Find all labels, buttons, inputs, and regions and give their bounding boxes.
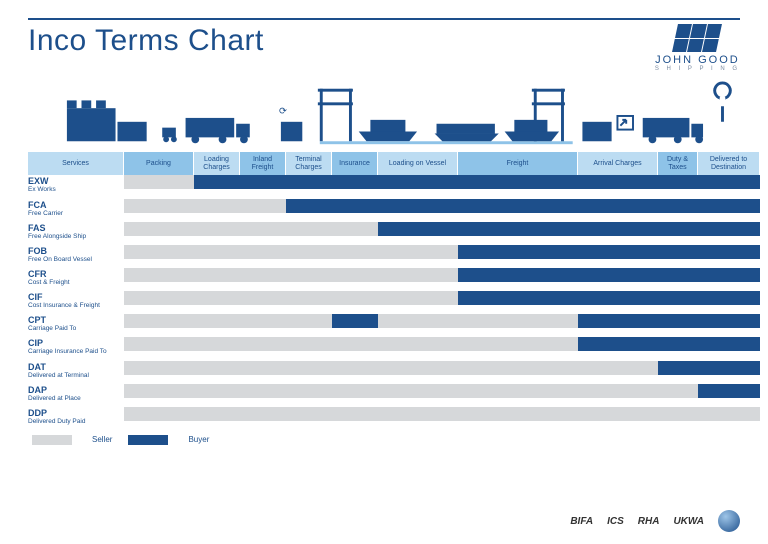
buyer-bar — [194, 175, 760, 189]
legend-seller-label: Seller — [92, 435, 112, 444]
page-title: Inco Terms Chart — [28, 24, 264, 58]
table-row: FCAFree Carrier — [28, 199, 740, 219]
supply-chain-illustration: ⟳ — [28, 78, 740, 152]
table-row: EXWEx Works — [28, 175, 740, 195]
table-row: CFRCost & Freight — [28, 268, 740, 288]
buyer-bar — [458, 268, 760, 282]
table-row: CPTCarriage Paid To — [28, 314, 740, 334]
flag-icon — [672, 24, 722, 52]
legend-seller-swatch — [32, 435, 72, 445]
row-label: CFRCost & Freight — [28, 268, 124, 288]
partner-logo: BIFA — [570, 516, 593, 527]
table-row: FOBFree On Board Vessel — [28, 245, 740, 265]
legend: Seller Buyer — [28, 435, 740, 445]
footer-logos: BIFA ICS RHA UKWA — [570, 510, 740, 532]
brand-sub: S H I P P I N G — [655, 66, 740, 72]
row-label: FCAFree Carrier — [28, 199, 124, 219]
legend-buyer-swatch — [128, 435, 168, 445]
bar-track — [124, 407, 760, 421]
column-header: Freight — [458, 152, 578, 175]
buyer-bar — [378, 222, 760, 236]
bar-track — [124, 199, 760, 213]
buyer-bar — [458, 245, 760, 259]
row-label: DATDelivered at Terminal — [28, 361, 124, 381]
table-row: CIPCarriage Insurance Paid To — [28, 337, 740, 357]
buyer-bar — [698, 384, 760, 398]
partner-logo: ICS — [607, 516, 624, 527]
partner-logo — [718, 510, 740, 532]
row-label: DAPDelivered at Place — [28, 384, 124, 404]
legend-buyer-label: Buyer — [188, 435, 209, 444]
bar-track — [124, 175, 760, 189]
column-header: Inland Freight — [240, 152, 286, 175]
column-header: Services — [28, 152, 124, 175]
partner-logo: RHA — [638, 516, 660, 527]
partner-logo: UKWA — [673, 516, 704, 527]
buyer-bar — [578, 314, 760, 328]
column-header: Delivered to Destination — [698, 152, 760, 175]
table-row: FASFree Alongside Ship — [28, 222, 740, 242]
bar-track — [124, 314, 760, 328]
brand-name: JOHN GOOD — [655, 54, 740, 66]
column-header: Arrival Charges — [578, 152, 658, 175]
buyer-bar — [286, 199, 760, 213]
bar-track — [124, 245, 760, 259]
bar-track — [124, 337, 760, 351]
svg-text:⟳: ⟳ — [279, 106, 288, 117]
column-header: Duty & Taxes — [658, 152, 698, 175]
row-label: CIFCost Insurance & Freight — [28, 291, 124, 311]
brand-logo: JOHN GOOD S H I P P I N G — [655, 24, 740, 72]
table-row: DATDelivered at Terminal — [28, 361, 740, 381]
row-label: FASFree Alongside Ship — [28, 222, 124, 242]
bar-track — [124, 291, 760, 305]
buyer-bar — [458, 291, 760, 305]
bar-track — [124, 222, 760, 236]
header: Inco Terms Chart JOHN GOOD S H I P P I N… — [28, 18, 740, 72]
table-row: DDPDelivered Duty Paid — [28, 407, 740, 427]
table-row: DAPDelivered at Place — [28, 384, 740, 404]
bar-track — [124, 384, 760, 398]
column-header: Loading Charges — [194, 152, 240, 175]
bar-track — [124, 361, 760, 375]
column-header: Packing — [124, 152, 194, 175]
buyer-overlay-segment — [332, 314, 378, 328]
column-header: Terminal Charges — [286, 152, 332, 175]
buyer-bar — [658, 361, 760, 375]
bar-track — [124, 268, 760, 282]
row-label: CPTCarriage Paid To — [28, 314, 124, 334]
column-header: Insurance — [332, 152, 378, 175]
chart-rows: EXWEx Works FCAFree Carrier FASFree Alongs… — [28, 175, 740, 427]
column-headers: ServicesPackingLoading ChargesInland Fre… — [28, 152, 760, 175]
row-label: DDPDelivered Duty Paid — [28, 407, 124, 427]
table-row: CIFCost Insurance & Freight — [28, 291, 740, 311]
row-label: CIPCarriage Insurance Paid To — [28, 337, 124, 357]
row-label: EXWEx Works — [28, 175, 124, 195]
column-header: Loading on Vessel — [378, 152, 458, 175]
row-label: FOBFree On Board Vessel — [28, 245, 124, 265]
buyer-bar — [578, 337, 760, 351]
